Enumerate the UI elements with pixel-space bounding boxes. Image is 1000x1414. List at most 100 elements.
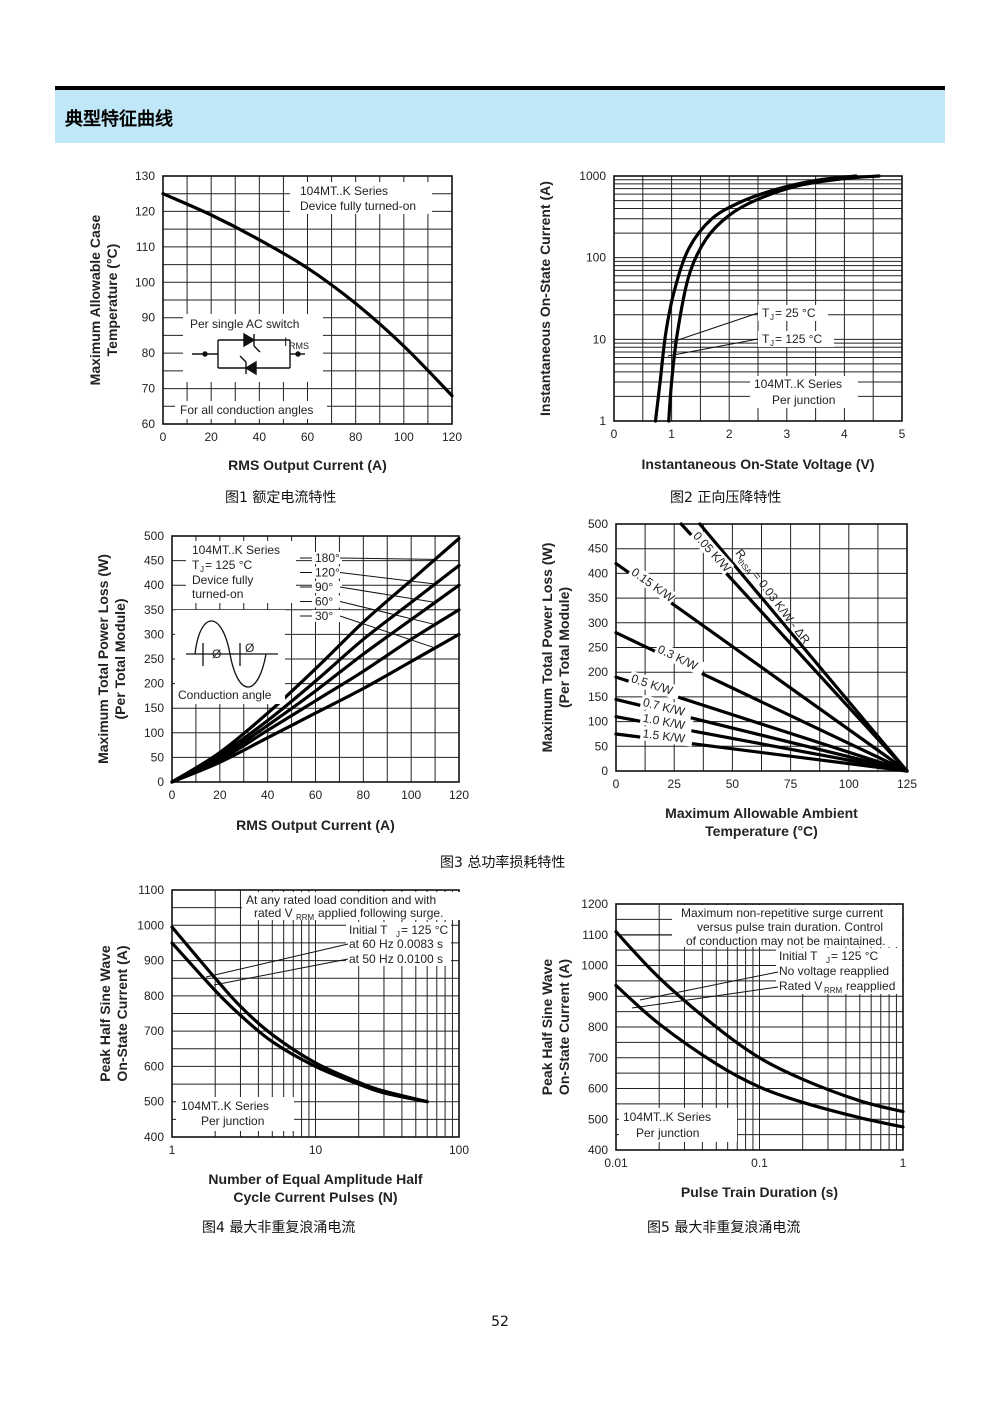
fig5-note-novoltage: No voltage reapplied — [779, 964, 889, 978]
y-axis-label: (Per Total Module) — [112, 598, 128, 719]
x-axis-label: Cycle Current Pulses (N) — [233, 1189, 397, 1205]
caption-fig4: 图4 最大非重复浪涌电流 — [202, 1220, 356, 1236]
fig5-note-line1: Maximum non-repetitive surge current — [681, 906, 884, 920]
fig4-note-line1: At any rated load condition and with — [246, 893, 436, 907]
chart-fig3a-power-loss: 0 20 40 60 80 100 120 0 50 100 150 200 250 300 350 400 4… — [95, 529, 469, 833]
sine-waveform-icon — [186, 620, 278, 688]
x-tick-label: 0.01 — [604, 1156, 628, 1170]
x-tick-label: 125 — [897, 777, 917, 791]
series-line-2 — [170, 583, 461, 784]
plot-frame — [615, 523, 908, 772]
y-tick-label: 250 — [144, 652, 164, 666]
y-axis-label: On-State Current (A) — [556, 959, 572, 1095]
fig5-note-initial: Initial T — [779, 949, 818, 963]
angle-label: 60° — [315, 595, 333, 609]
y-tick-label: 70 — [142, 382, 156, 396]
y-tick-label: 200 — [144, 677, 164, 691]
chart-fig5-pulse-duration: 0.01 0.1 1 400 500 600 700 800 900 1000 1100 1200 Pu… — [539, 897, 907, 1200]
rth-label-bg — [639, 710, 694, 734]
y-tick-label: 450 — [144, 554, 164, 568]
y-axis-label: Maximum Total Power Loss (W) — [539, 543, 555, 753]
fig4-series-box — [176, 1097, 294, 1131]
fig2-tj125-box — [758, 331, 834, 347]
y-tick-label: 80 — [142, 346, 156, 360]
rth-label: 0.05 K/W — [690, 529, 734, 575]
fig5-note-reapplied: reapplied — [846, 979, 895, 993]
y-tick-label: 350 — [144, 603, 164, 617]
fig3a-note-t-val: = 125 °C — [205, 558, 252, 572]
fig4-note-j-sub: J — [396, 930, 400, 939]
x-tick-label: 5 — [899, 427, 906, 441]
angle-label-bg — [312, 610, 342, 622]
series-line-1 — [170, 563, 461, 784]
y-tick-label: 150 — [144, 701, 164, 715]
y-tick-label: 120 — [135, 204, 155, 218]
plot-frame — [613, 175, 903, 422]
caption-fig5: 图5 最大非重复浪涌电流 — [647, 1220, 801, 1236]
fig3a-phi1: Ø — [212, 647, 221, 661]
x-tick-label: 4 — [841, 427, 848, 441]
fig1-note-switch: Per single AC switch — [190, 317, 299, 331]
rth-label: 1.5 K/W — [642, 726, 687, 745]
fig3a-note-t-sub: J — [200, 565, 204, 574]
angle-leader — [339, 572, 436, 585]
chart-fig3b-ambient-temperature: 0 25 50 75 100 125 0 50 100 150 200 250 300 350 400 450… — [539, 517, 917, 839]
x-tick-label: 75 — [784, 777, 798, 791]
y-axis-label: Temperature (°C) — [104, 244, 120, 357]
y-tick-label: 50 — [151, 750, 165, 764]
y-tick-label: 400 — [588, 566, 608, 580]
y-tick-label: 900 — [144, 954, 164, 968]
x-axis-label: Temperature (°C) — [705, 823, 818, 839]
series-line-0 — [170, 536, 461, 784]
y-tick-label: 350 — [588, 591, 608, 605]
fig1-series-note-box — [290, 182, 432, 214]
x-tick-label: 100 — [401, 788, 421, 802]
fig4-leader-50 — [213, 958, 349, 986]
x-tick-label: 100 — [839, 777, 859, 791]
fig4-note-junction: Per junction — [201, 1114, 264, 1128]
x-tick-label: 0 — [611, 427, 618, 441]
fig1-note-series: 104MT..K Series — [300, 184, 388, 198]
fig4-note-initial: Initial T — [349, 923, 388, 937]
plot-frame — [162, 175, 453, 425]
y-axis-label: Maximum Allowable Case — [87, 214, 103, 385]
series-line-1 — [170, 941, 429, 1104]
fig4-note-applied: applied following surge. — [318, 906, 443, 920]
y-tick-label: 1100 — [138, 883, 164, 897]
series-line-0 — [161, 192, 454, 398]
y-tick-label: 400 — [144, 1130, 164, 1144]
x-axis-label: Number of Equal Amplitude Half — [208, 1171, 422, 1187]
fig3a-note-conduction: Conduction angle — [178, 688, 272, 702]
fig5-leader-novoltage — [639, 971, 779, 1001]
rth-label-bg — [639, 694, 694, 721]
y-tick-label: 100 — [135, 275, 155, 289]
x-tick-label: 100 — [394, 430, 414, 444]
angle-leader — [339, 557, 436, 560]
y-tick-label: 300 — [144, 627, 164, 641]
plot-frame — [171, 535, 460, 783]
section-banner: 典型特征曲线 — [55, 90, 945, 143]
x-tick-label: 120 — [442, 430, 462, 444]
y-tick-label: 1 — [599, 414, 606, 428]
fig5-series-box — [619, 1108, 737, 1142]
fig2-t25-val: = 25 °C — [775, 306, 816, 320]
fig5-note-line2: versus pulse train duration. Control — [697, 920, 883, 934]
fig1-angles-box — [175, 401, 327, 419]
y-axis-label: Instantaneous On-State Current (A) — [537, 181, 553, 416]
plot-frame — [171, 889, 460, 1138]
y-tick-label: 0 — [601, 764, 608, 778]
angle-label-bg — [312, 552, 342, 564]
rth-label: 0.3 K/W — [655, 642, 700, 673]
x-tick-label: 120 — [449, 788, 469, 802]
y-tick-label: 800 — [144, 989, 164, 1003]
y-axis-label: Maximum Total Power Loss (W) — [95, 554, 111, 764]
x-tick-label: 0 — [160, 430, 167, 444]
x-axis-label: RMS Output Current (A) — [236, 817, 395, 833]
y-tick-label: 1000 — [581, 959, 608, 973]
series-line-0 — [170, 925, 429, 1104]
x-axis-label: RMS Output Current (A) — [228, 457, 387, 473]
section-title: 典型特征曲线 — [65, 109, 173, 130]
fig2-leader-25 — [671, 312, 759, 343]
y-tick-label: 90 — [142, 311, 156, 325]
